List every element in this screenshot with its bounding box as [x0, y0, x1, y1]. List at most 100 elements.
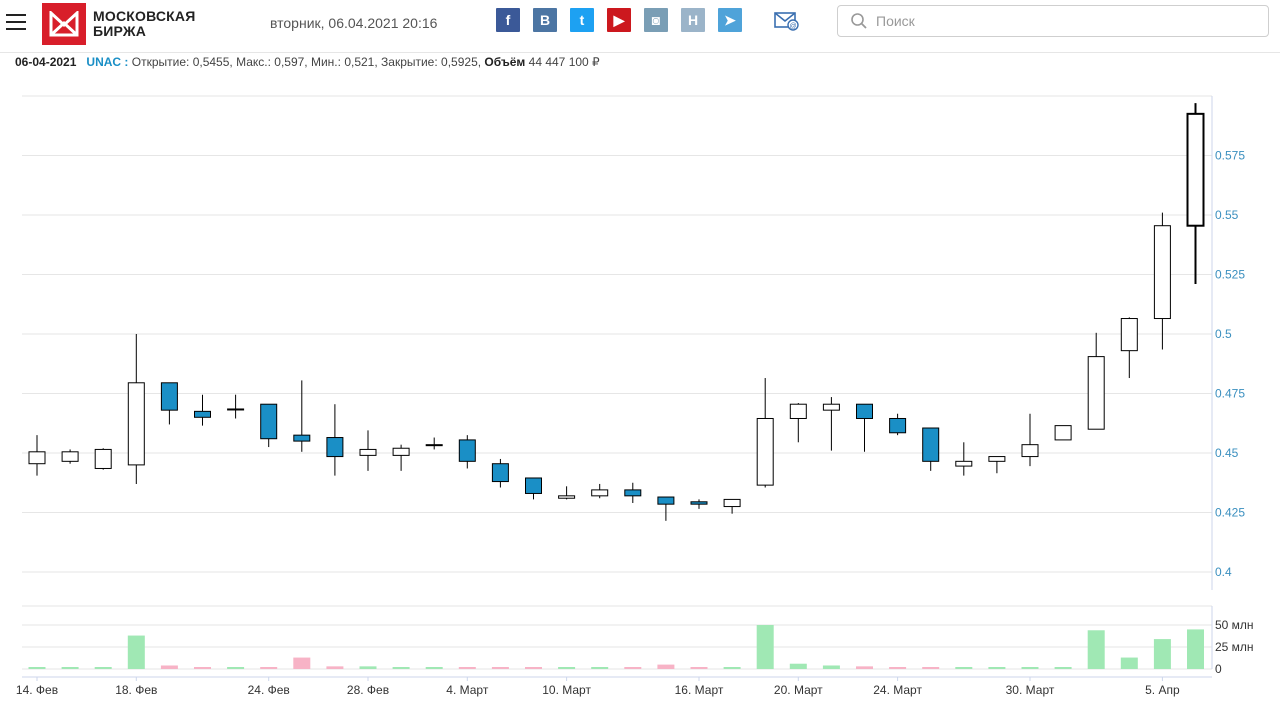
x-tick-label: 24. Фев [248, 683, 290, 697]
candle-body [458, 439, 476, 462]
candle-body [326, 437, 344, 458]
volume-bar [1087, 630, 1105, 669]
candle-body [28, 451, 46, 465]
volume-bar [61, 667, 79, 669]
instagram-icon[interactable]: ◙ [644, 8, 668, 32]
volume-bar [690, 667, 708, 669]
telegram-icon[interactable]: ➤ [718, 8, 742, 32]
volume-bar [28, 667, 46, 669]
x-tick-label: 30. Март [1006, 683, 1055, 697]
candle-body [1186, 112, 1205, 227]
site-header: МОСКОВСКАЯ БИРЖА вторник, 06.04.2021 20:… [0, 0, 1280, 53]
quote-ticker: UNAC : [86, 55, 129, 69]
candle [624, 482, 642, 503]
candle [194, 394, 211, 426]
candle-body [856, 403, 873, 419]
x-tick-label: 5. Апр [1145, 683, 1180, 697]
x-tick-label: 4. Март [446, 683, 489, 697]
candle-body [690, 501, 708, 505]
high-value: 0,597 [274, 55, 305, 69]
volume-bar [293, 657, 311, 669]
candle-body [889, 417, 907, 434]
candle [227, 394, 245, 419]
volume-tick-label: 50 млн [1215, 618, 1254, 632]
x-tick-label: 16. Март [675, 683, 724, 697]
candle [425, 437, 443, 450]
candle [955, 442, 973, 476]
high-label: Макс.: [236, 55, 271, 69]
candle-body [293, 434, 311, 442]
volume-bar [1153, 639, 1171, 669]
volume-tick-label: 25 млн [1215, 640, 1254, 654]
candle-body [723, 498, 741, 508]
volume-bar [789, 663, 807, 669]
candle-body [227, 408, 245, 411]
candle-body [260, 403, 278, 440]
candle-body [1021, 444, 1039, 458]
y-tick-label: 0.45 [1215, 446, 1239, 460]
candles [28, 103, 1205, 521]
logo-mark-icon [42, 3, 86, 45]
facebook-icon[interactable]: f [496, 8, 520, 32]
volume-label: Объём [484, 55, 526, 69]
candle-body [756, 417, 774, 486]
y-tick-label: 0.5 [1215, 327, 1232, 341]
candle [822, 397, 840, 451]
candle-body [789, 403, 807, 419]
volume-bar [988, 667, 1006, 669]
candle-body [1153, 225, 1171, 320]
candle-body [657, 496, 675, 505]
candle [922, 427, 940, 471]
candle [988, 456, 1006, 474]
candle-body [624, 489, 642, 497]
candle [61, 449, 79, 464]
x-axis-labels: 14. Фев 18. Фев 24. Фев 28. Фев 4. Март 10. М… [16, 677, 1180, 697]
volume-bar [458, 667, 476, 669]
candle [525, 477, 542, 500]
candle-body [94, 448, 112, 469]
candle-body [1120, 318, 1138, 352]
candle-body [558, 495, 576, 499]
search-box[interactable] [837, 5, 1269, 37]
candle-body [359, 448, 377, 456]
candle [458, 435, 476, 469]
volume-bar [491, 667, 509, 669]
habr-icon[interactable]: H [681, 8, 705, 32]
volume-bar [160, 665, 178, 669]
volume-bar [922, 667, 940, 669]
volume-bar [591, 667, 609, 669]
candle [1120, 317, 1138, 379]
candle-body [61, 451, 79, 462]
volume-bar [260, 667, 278, 669]
y-tick-label: 0.525 [1215, 268, 1245, 282]
search-icon [851, 13, 867, 29]
volume-panel: 0 25 млн 50 млн [22, 605, 1254, 678]
candle [293, 380, 311, 452]
volume-value: 44 447 100 ₽ [528, 55, 600, 69]
menu-icon[interactable] [6, 14, 26, 32]
volume-tick-label: 0 [1215, 662, 1222, 676]
y-tick-label: 0.4 [1215, 565, 1232, 579]
candle-body [127, 382, 145, 466]
twitter-icon[interactable]: t [570, 8, 594, 32]
vkontakte-icon[interactable]: B [533, 8, 557, 32]
youtube-icon[interactable]: ▶ [607, 8, 631, 32]
search-input[interactable] [874, 12, 1258, 30]
volume-bar [227, 667, 245, 669]
volume-bar [94, 667, 112, 669]
volume-bar [856, 666, 873, 669]
svg-text:@: @ [789, 23, 796, 30]
candle-body [1054, 425, 1072, 441]
x-tick-label: 20. Март [774, 683, 823, 697]
x-tick-label: 18. Фев [115, 683, 157, 697]
current-date: вторник, 06.04.2021 20:16 [270, 15, 438, 31]
candle-body [922, 427, 940, 462]
x-tick-label: 28. Фев [347, 683, 389, 697]
logo[interactable]: МОСКОВСКАЯ БИРЖА [42, 3, 196, 45]
candle-body [392, 447, 410, 456]
volume-bar [624, 667, 642, 669]
mail-icon[interactable]: @ [774, 10, 800, 32]
volume-bar [889, 667, 907, 669]
